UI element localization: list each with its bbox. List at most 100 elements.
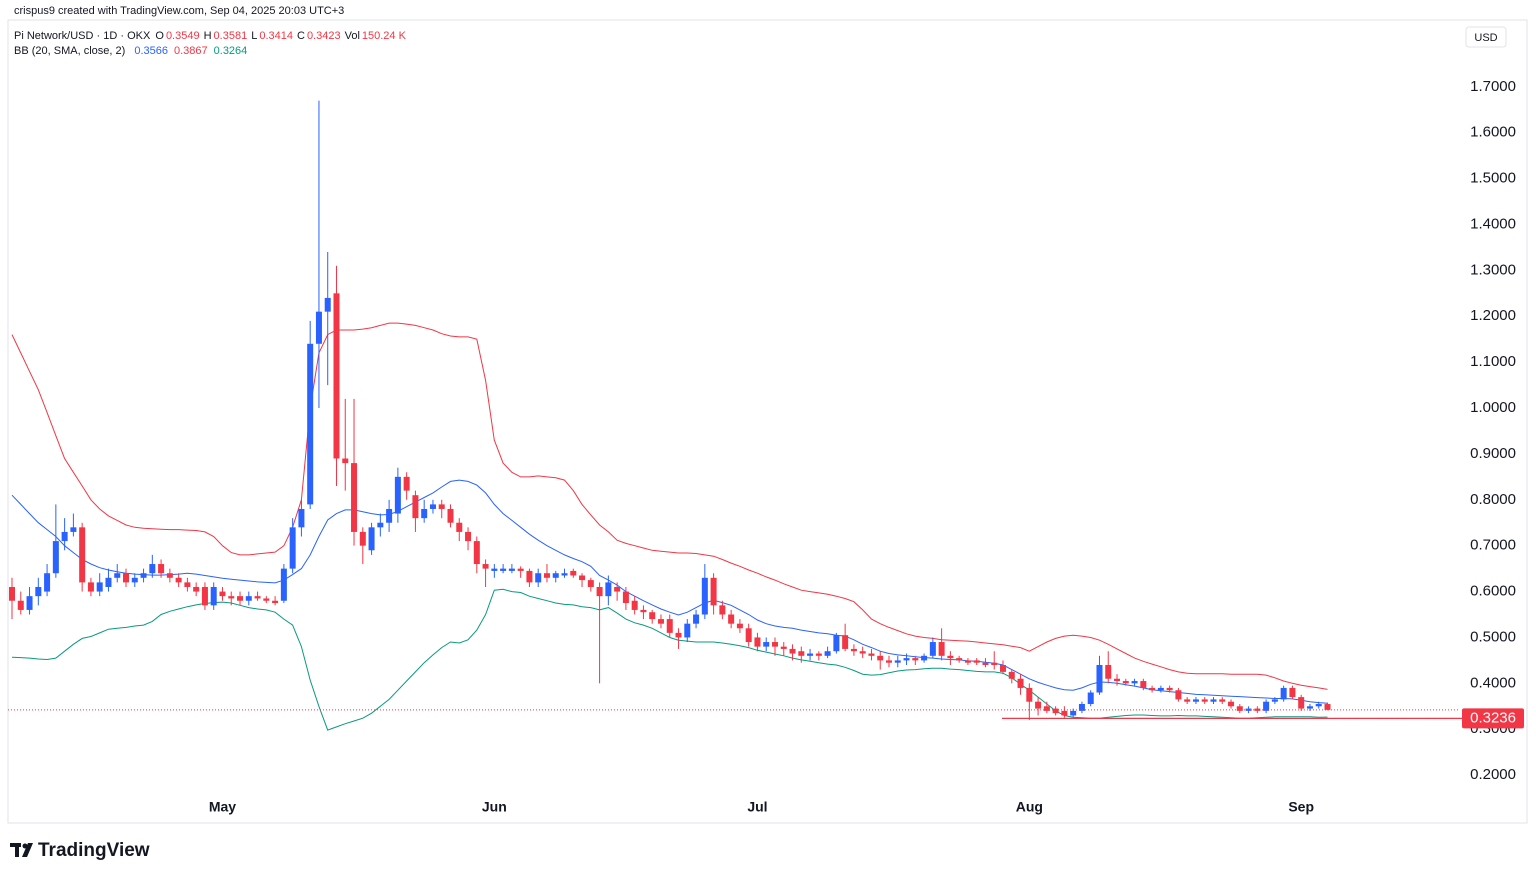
candle-body [745, 628, 752, 643]
candle-body [429, 504, 436, 509]
y-tick-label: 1.7000 [1470, 78, 1516, 95]
candle-body [780, 646, 787, 649]
legend-key: H [203, 30, 212, 42]
candle-body [403, 476, 410, 491]
candle-body [728, 614, 735, 624]
candle-body [482, 564, 489, 569]
currency-label: USD [1474, 32, 1497, 44]
price-label-box [1462, 708, 1524, 729]
candle-body [640, 609, 647, 613]
y-tick-label: 1.4000 [1470, 215, 1516, 232]
x-tick-label: May [209, 799, 236, 815]
candle-body [377, 522, 384, 528]
y-tick-label: 1.6000 [1470, 124, 1516, 141]
attribution: crispus9 created with TradingView.com, S… [14, 5, 345, 17]
candle-body [657, 619, 664, 624]
candle-body [877, 655, 884, 661]
candle-body [1315, 703, 1322, 707]
candle-body [1043, 706, 1050, 711]
candle-body [421, 508, 428, 519]
candle-body [1078, 703, 1085, 711]
candle-body [807, 653, 814, 656]
candle-body [149, 564, 156, 574]
candle-body [991, 662, 998, 665]
candle-body [1166, 687, 1173, 691]
candle-body [912, 658, 919, 661]
candle-body [289, 527, 296, 569]
legend-value: 0.3581 [213, 30, 248, 42]
candle-body [175, 577, 182, 583]
candle-body [1324, 704, 1331, 710]
candle-body [535, 573, 542, 583]
candle-body [1105, 664, 1112, 679]
candle-body [1210, 699, 1217, 702]
candle-body [1096, 664, 1103, 693]
candle-body [824, 651, 831, 656]
y-tick-label: 1.5000 [1470, 170, 1516, 187]
indicator-value: 0.3264 [213, 45, 248, 57]
candle-body [438, 504, 445, 509]
candle-body [684, 623, 691, 638]
candle-body [552, 573, 559, 578]
candle-body [237, 596, 244, 601]
candle-body [201, 586, 208, 606]
candle-body [903, 658, 910, 661]
y-tick-label: 0.4000 [1470, 674, 1516, 691]
legend-value: 150.24 K [361, 30, 406, 42]
candle-body [947, 655, 954, 659]
candle-body [1184, 699, 1191, 702]
candle-body [622, 591, 629, 604]
candle-body [70, 527, 77, 532]
candle-body [412, 495, 419, 519]
candle-body [1306, 706, 1313, 709]
x-tick-label: Jul [747, 799, 767, 815]
candle-body [1254, 708, 1261, 711]
candle-body [1061, 710, 1068, 716]
candle-body [272, 600, 279, 604]
candle-body [579, 575, 586, 581]
candle-body [473, 541, 480, 565]
candle-body [868, 653, 875, 656]
y-tick-label: 0.5000 [1470, 628, 1516, 645]
candle-body [938, 642, 945, 656]
candle-body [982, 662, 989, 665]
candle-body [280, 568, 287, 601]
candle-body [219, 591, 226, 597]
candle-body [1114, 678, 1121, 682]
candle-body [859, 651, 866, 654]
candle-body [631, 600, 638, 610]
indicator-value: 0.3566 [134, 45, 168, 57]
candle-body [210, 586, 217, 606]
candle-body [1140, 681, 1147, 688]
candle-body [850, 648, 857, 652]
candle-body [543, 573, 550, 578]
candle-body [517, 568, 524, 571]
candle-body [561, 573, 568, 576]
candle-body [956, 658, 963, 661]
logo-icon [10, 843, 33, 857]
legend-key: O [155, 30, 164, 42]
y-tick-label: 0.2000 [1470, 766, 1516, 783]
legend-key: C [296, 30, 305, 42]
candle-body [491, 568, 498, 571]
candle-body [763, 642, 770, 647]
candle-body [1219, 699, 1226, 702]
band-line [11, 322, 1328, 690]
candle-body [52, 541, 59, 574]
candle-body [245, 596, 252, 601]
y-tick-label: 0.8000 [1470, 491, 1516, 508]
candle-body [1000, 664, 1007, 672]
indicator-value: 0.3867 [173, 45, 208, 57]
candle-body [1271, 699, 1278, 702]
candle-body [307, 343, 314, 505]
candle-body [166, 573, 173, 578]
candle-body [736, 623, 743, 629]
price-label: 0.3236 [1470, 709, 1516, 726]
legend-value: 0.3423 [306, 30, 341, 42]
y-tick-label: 1.1000 [1470, 353, 1516, 370]
candle-body [1245, 708, 1252, 711]
currency-button[interactable] [1465, 26, 1507, 48]
candle-body [324, 297, 331, 312]
candle-body [193, 586, 200, 592]
